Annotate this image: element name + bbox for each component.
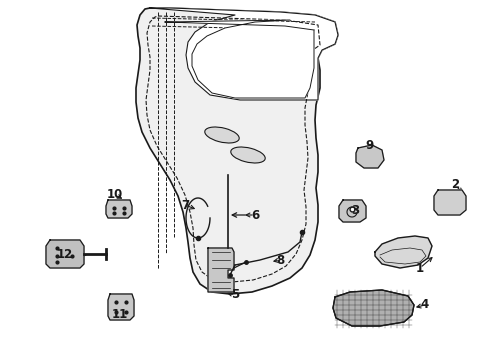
Text: 4: 4 <box>420 298 428 311</box>
Text: 6: 6 <box>250 208 259 221</box>
Polygon shape <box>355 145 383 168</box>
Polygon shape <box>46 240 84 268</box>
Text: 8: 8 <box>275 253 284 266</box>
Polygon shape <box>433 190 465 215</box>
Text: 7: 7 <box>181 198 189 212</box>
Polygon shape <box>150 8 337 100</box>
Polygon shape <box>106 200 132 218</box>
Polygon shape <box>136 8 337 294</box>
Text: 10: 10 <box>107 189 123 202</box>
Text: 2: 2 <box>450 179 458 192</box>
Text: 9: 9 <box>365 139 373 152</box>
Ellipse shape <box>204 127 239 143</box>
Ellipse shape <box>230 147 264 163</box>
Polygon shape <box>374 236 431 268</box>
Polygon shape <box>164 20 313 98</box>
Polygon shape <box>338 200 365 222</box>
Polygon shape <box>332 290 413 326</box>
Text: 5: 5 <box>230 288 239 302</box>
Polygon shape <box>207 248 234 292</box>
Text: 11: 11 <box>112 309 128 321</box>
Text: 3: 3 <box>350 203 358 216</box>
Text: 12: 12 <box>57 248 73 261</box>
Polygon shape <box>108 294 134 320</box>
Text: 1: 1 <box>415 261 423 275</box>
